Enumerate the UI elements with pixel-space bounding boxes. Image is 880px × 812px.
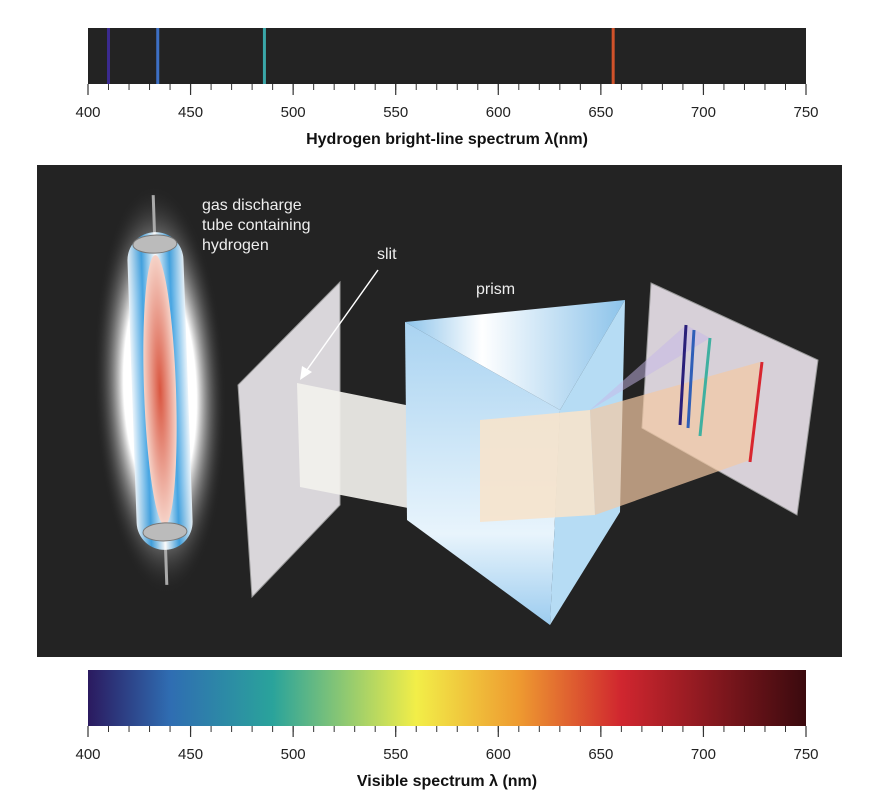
discharge-tube (93, 185, 227, 595)
x-tick-label: 550 (383, 104, 408, 121)
light-beam (590, 362, 760, 515)
x-tick-label: 650 (588, 104, 613, 121)
x-tick-label: 500 (281, 104, 306, 121)
axis-title: Visible spectrum λ (nm) (357, 773, 537, 790)
light-beam (480, 410, 595, 522)
x-tick-label: 600 (486, 104, 511, 121)
x-tick-label: 400 (75, 104, 100, 121)
light-beam (590, 325, 710, 410)
x-tick-label: 450 (178, 104, 203, 121)
slit-screen (237, 280, 341, 599)
x-tick-label: 500 (281, 746, 306, 763)
spectrum-bar (88, 28, 806, 84)
prism-label: prism (476, 281, 515, 298)
x-tick-label: 650 (588, 746, 613, 763)
prism-top (405, 300, 625, 410)
tube-label: hydrogen (202, 237, 269, 254)
slit-arrow-head (300, 366, 312, 380)
slit-arrow (303, 269, 379, 375)
slit-label: slit (377, 246, 397, 263)
x-tick-label: 550 (383, 746, 408, 763)
axis-title: Hydrogen bright-line spectrum λ(nm) (306, 131, 588, 148)
tube-label: gas discharge (202, 197, 302, 214)
x-tick-label: 700 (691, 746, 716, 763)
x-tick-label: 750 (793, 746, 818, 763)
x-tick-label: 700 (691, 104, 716, 121)
screen-lines (678, 324, 764, 463)
tube-label: tube containing (202, 217, 311, 234)
x-tick-label: 600 (486, 746, 511, 763)
x-tick-label: 400 (75, 746, 100, 763)
x-tick-label: 450 (178, 746, 203, 763)
x-tick-label: 750 (793, 104, 818, 121)
spectrum-bar (88, 670, 806, 726)
